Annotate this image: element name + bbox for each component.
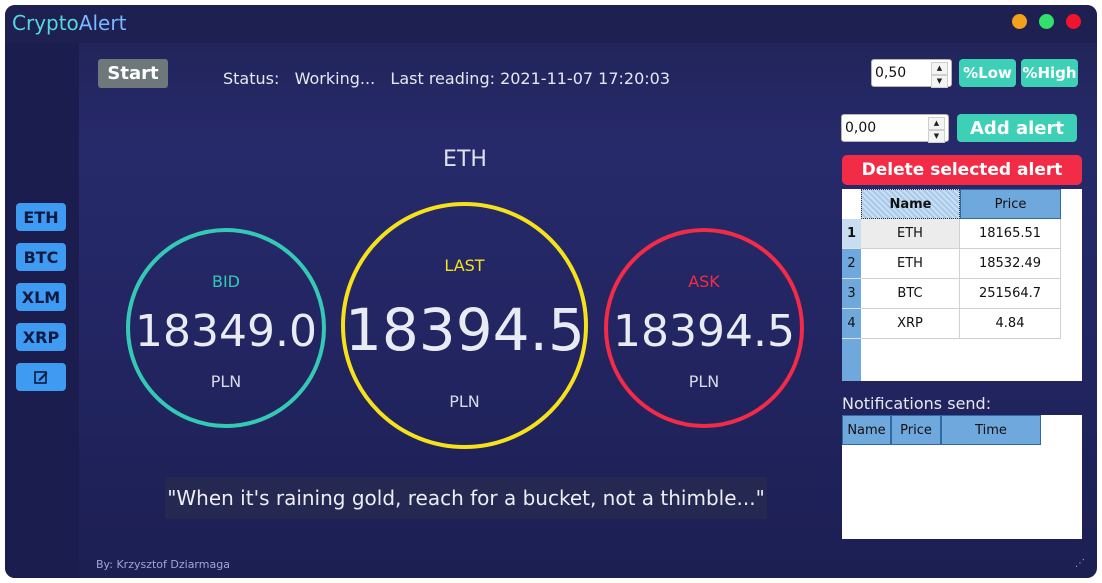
arrow-down-icon[interactable]: ▼: [928, 130, 945, 143]
percent-value: 0,50: [875, 65, 907, 81]
ask-gauge: ASK 18394.5 PLN: [604, 228, 804, 428]
edit-icon: [34, 371, 48, 384]
sidebar: ETH BTC XLM XRP: [5, 43, 79, 578]
percent-low-button[interactable]: %Low: [959, 59, 1016, 87]
last-value: 18394.51: [345, 296, 584, 364]
percent-stepper[interactable]: ▲ ▼: [931, 62, 948, 88]
quote-text: "When it's raining gold, reach for a buc…: [165, 477, 767, 519]
table-cell-name[interactable]: BTC: [861, 279, 960, 309]
coin-button-xrp[interactable]: XRP: [16, 323, 66, 351]
arrow-down-icon[interactable]: ▼: [931, 75, 948, 88]
delete-alert-button[interactable]: Delete selected alert: [842, 155, 1082, 185]
table-corner[interactable]: [842, 189, 861, 219]
coin-button-btc[interactable]: BTC: [16, 243, 66, 271]
arrow-up-icon[interactable]: ▲: [928, 117, 945, 130]
row-header[interactable]: 2: [842, 249, 861, 279]
notif-header-price[interactable]: Price: [891, 415, 941, 445]
add-alert-button[interactable]: Add alert: [957, 114, 1077, 142]
ask-label: ASK: [688, 272, 720, 291]
row-header-filler: [842, 339, 861, 381]
table-cell-price[interactable]: 18532.49: [960, 249, 1061, 279]
last-unit: PLN: [449, 392, 480, 411]
row-header[interactable]: 1: [842, 219, 861, 249]
alert-price-spinbox[interactable]: 0,00 ▲ ▼: [841, 114, 949, 143]
minimize-button[interactable]: [1012, 14, 1027, 29]
start-button[interactable]: Start: [98, 59, 168, 88]
maximize-button[interactable]: [1039, 14, 1054, 29]
percent-spinbox[interactable]: 0,50 ▲ ▼: [871, 59, 952, 88]
coin-button-eth[interactable]: ETH: [16, 203, 66, 231]
table-cell-price[interactable]: 251564.7: [960, 279, 1061, 309]
column-header-name[interactable]: Name: [861, 189, 960, 219]
status-text: Status: Working... Last reading: 2021-11…: [223, 69, 670, 88]
author-credit: By: Krzysztof Dziarmaga: [96, 558, 230, 571]
notifications-table: Name Price Time: [842, 415, 1082, 539]
app-title-part1: Crypto: [12, 11, 79, 35]
bid-value: 18349.0: [135, 306, 317, 357]
title-bar[interactable]: CryptoAlert: [5, 5, 1097, 43]
last-gauge: LAST 18394.51 PLN: [341, 202, 588, 449]
row-header[interactable]: 4: [842, 309, 861, 339]
arrow-up-icon[interactable]: ▲: [931, 62, 948, 75]
ask-value: 18394.5: [613, 306, 795, 357]
app-title-part2: Alert: [78, 11, 127, 35]
bid-label: BID: [211, 272, 240, 291]
last-label: LAST: [444, 256, 485, 275]
table-cell-name[interactable]: XRP: [861, 309, 960, 339]
ask-unit: PLN: [688, 372, 720, 391]
alert-price-stepper[interactable]: ▲ ▼: [928, 117, 945, 143]
row-header[interactable]: 3: [842, 279, 861, 309]
edit-coins-button[interactable]: [16, 363, 66, 391]
percent-high-button[interactable]: %High: [1021, 59, 1078, 87]
bid-unit: PLN: [210, 372, 242, 391]
alert-price-value: 0,00: [845, 120, 877, 136]
table-cell-name[interactable]: ETH: [861, 219, 960, 249]
table-cell-price[interactable]: 18165.51: [960, 219, 1061, 249]
column-header-price[interactable]: Price: [960, 189, 1061, 219]
alerts-table: Name Price 1 ETH 18165.51 2 ETH 18532.49…: [842, 189, 1082, 381]
bid-gauge: BID 18349.0 PLN: [126, 228, 326, 428]
resize-grip-icon[interactable]: ⋰: [1075, 558, 1085, 569]
selected-coin-title: ETH: [443, 147, 487, 172]
table-cell-name[interactable]: ETH: [861, 249, 960, 279]
app-title: CryptoAlert: [12, 11, 126, 35]
app-window: CryptoAlert ETH BTC XLM XRP Start Status…: [5, 5, 1097, 578]
notif-header-name[interactable]: Name: [842, 415, 891, 445]
close-button[interactable]: [1066, 14, 1081, 29]
coin-button-xlm[interactable]: XLM: [16, 283, 66, 311]
notif-header-time[interactable]: Time: [941, 415, 1041, 445]
notifications-label: Notifications send:: [842, 394, 992, 413]
table-cell-price[interactable]: 4.84: [960, 309, 1061, 339]
